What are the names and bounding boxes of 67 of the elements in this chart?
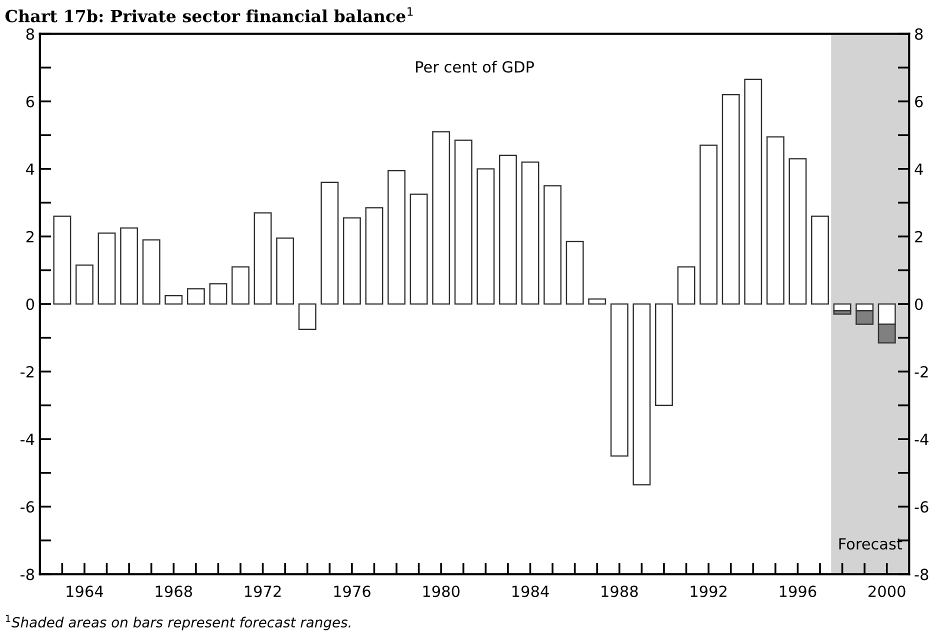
x-tick-label: 1996 <box>780 586 816 598</box>
y2-tick-label: 0 <box>915 298 923 310</box>
bar <box>320 182 339 305</box>
bar <box>432 131 450 305</box>
y-tick-label: 2 <box>26 230 34 242</box>
y2-tick-label: 4 <box>914 164 923 175</box>
bar <box>365 207 384 305</box>
bar <box>388 170 406 305</box>
x-tick-label: 1980 <box>423 586 460 598</box>
bar <box>610 303 628 457</box>
bar <box>744 78 762 305</box>
bar <box>232 266 250 305</box>
y-tick-label: -2 <box>20 366 34 378</box>
x-tick-label: 1968 <box>156 586 192 598</box>
bar <box>75 264 94 305</box>
bar <box>632 303 651 486</box>
bar <box>566 240 584 305</box>
y2-tick-label: 2 <box>915 230 922 242</box>
bar <box>298 303 316 330</box>
bar <box>342 217 361 305</box>
bar <box>700 144 718 305</box>
y-tick-label: 0 <box>26 298 34 310</box>
y-tick-label: 4 <box>26 164 34 175</box>
y2-tick-label: -4 <box>914 434 928 445</box>
y-tick-label: 6 <box>26 96 34 108</box>
x-tick-label: 2000 <box>868 586 906 598</box>
bar <box>276 238 294 305</box>
bar <box>544 185 562 305</box>
bar <box>654 303 673 406</box>
y-tick-label: -6 <box>20 501 34 513</box>
bar <box>164 294 183 305</box>
bar <box>142 239 160 305</box>
bar <box>788 158 807 305</box>
bar <box>254 212 272 305</box>
y-tick-label: -4 <box>20 434 34 445</box>
bar <box>588 298 606 305</box>
chart-title: Chart 17b: Private sector financial balance$^{1}$ <box>5 7 413 22</box>
bar <box>98 232 116 305</box>
y-tick-label: 8 <box>26 28 34 40</box>
x-tick-label: 1992 <box>690 586 726 598</box>
y2-tick-label: -6 <box>914 501 928 513</box>
x-tick-label: 1972 <box>245 586 281 598</box>
y2-tick-label: -8 <box>914 568 928 580</box>
x-tick-label: 1988 <box>602 586 638 598</box>
y2-tick-label: 8 <box>915 28 923 40</box>
band-label: Forecast <box>839 538 902 550</box>
bar <box>811 216 829 305</box>
annotation: Per cent of GDP <box>416 60 534 73</box>
text: $^{1}$Shaded areas on bars represent forecast ranges. <box>6 614 350 630</box>
x-tick-label: 1984 <box>512 586 549 598</box>
y2-tick-label: -2 <box>914 366 928 378</box>
bar <box>476 168 495 305</box>
bar <box>677 266 696 305</box>
bar <box>120 227 138 305</box>
bar <box>498 154 517 305</box>
bar <box>722 94 740 305</box>
bar <box>209 283 228 305</box>
bar <box>53 216 72 305</box>
bar <box>186 288 205 305</box>
x-tick-label: 1976 <box>334 586 370 598</box>
x-tick-label: 1964 <box>66 586 104 598</box>
bar <box>410 194 428 305</box>
bar <box>454 140 472 305</box>
bar <box>521 162 540 305</box>
bar <box>766 136 784 305</box>
y-tick-label: -8 <box>20 568 34 580</box>
y2-tick-label: 6 <box>915 96 923 108</box>
